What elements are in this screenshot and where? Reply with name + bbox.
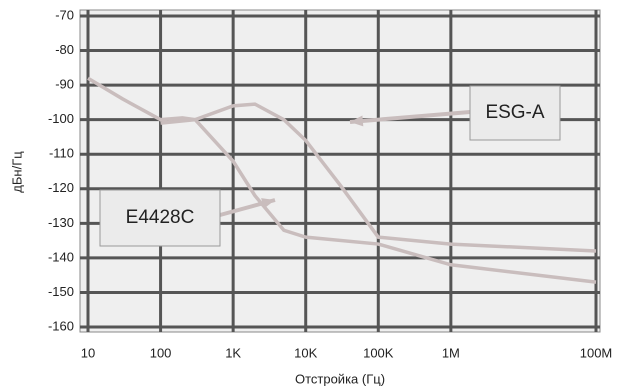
x-tick-label: 10K <box>294 345 317 360</box>
y-tick-label: -140 <box>48 249 74 264</box>
x-tick-label: 10 <box>81 345 95 360</box>
y-tick-label: -90 <box>55 77 74 92</box>
x-axis-label: Отстройка (Гц) <box>295 371 385 386</box>
callout-box <box>99 189 221 247</box>
plot-area <box>79 9 601 333</box>
y-tick-label: -160 <box>48 318 74 333</box>
x-tick-label: 100 <box>150 345 172 360</box>
legend-label: E4428C <box>126 207 195 228</box>
y-tick-label: -150 <box>48 284 74 299</box>
x-tick-label: 100K <box>363 345 394 360</box>
x-tick-label: 1M <box>442 345 460 360</box>
y-tick-label: -120 <box>48 180 74 195</box>
y-axis-label: дБн/Гц <box>9 151 24 193</box>
arrow-head <box>261 198 275 209</box>
y-tick-label: -130 <box>48 215 74 230</box>
series-line <box>160 102 597 253</box>
y-tick-label: -70 <box>55 7 74 22</box>
y-tick-label: -80 <box>55 42 74 57</box>
x-tick-label: 100M <box>580 345 613 360</box>
y-tick-label: -100 <box>48 111 74 126</box>
legend-label: ESG-A <box>485 102 544 123</box>
x-tick-label: 1K <box>225 345 241 360</box>
y-tick-label: -110 <box>49 146 74 161</box>
arrow-head <box>350 115 364 127</box>
callout-box <box>469 85 561 141</box>
series-line <box>87 76 597 284</box>
callout-arrow <box>349 110 471 124</box>
